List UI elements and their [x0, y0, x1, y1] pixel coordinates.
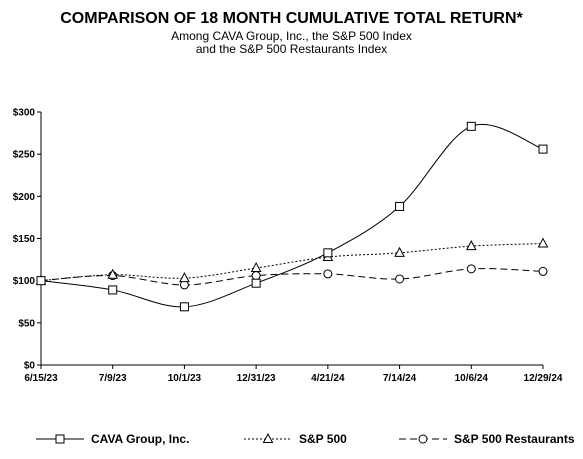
chart-subtitle-line-1: Among CAVA Group, Inc., the S&P 500 Inde… [171, 29, 412, 43]
y-tick-label: $100 [13, 276, 36, 287]
x-tick-label: 6/15/23 [24, 373, 58, 384]
y-tick-label: $50 [18, 318, 35, 329]
legend-label-cava-group-inc: CAVA Group, Inc. [91, 432, 190, 446]
legend-marker-sp-500 [262, 433, 274, 443]
legend-marker-sp-500-restaurants [418, 434, 428, 444]
legend-swatch-sp-500-restaurants [399, 434, 447, 444]
y-tick-label: $300 [13, 108, 36, 119]
data-point-sp-500-restaurants [538, 266, 548, 276]
y-tick-label: $250 [13, 150, 36, 161]
data-point-cava-group-inc [466, 121, 476, 131]
data-point-cava-group-inc [251, 278, 261, 288]
series-line-cava-group-inc [40, 124, 544, 308]
legend-label-sp-500: S&P 500 [299, 432, 347, 446]
series-line-sp-500 [40, 243, 544, 282]
data-point-sp-500 [394, 246, 405, 257]
chart-subtitle-line-2: and the S&P 500 Restaurants Index [195, 42, 388, 56]
legend-swatch-sp-500 [244, 433, 292, 443]
chart-subtitle: Among CAVA Group, Inc., the S&P 500 Inde… [0, 30, 583, 56]
data-point-sp-500-restaurants [395, 274, 405, 284]
x-tick-label: 7/9/23 [99, 373, 127, 384]
x-tick-label: 12/31/23 [237, 373, 276, 384]
x-tick-label: 10/6/24 [455, 373, 489, 384]
data-point-cava-group-inc [108, 285, 118, 295]
data-point-cava-group-inc [36, 276, 46, 286]
data-point-cava-group-inc [395, 201, 405, 211]
legend-item-sp-500-restaurants: S&P 500 Restaurants [398, 427, 575, 451]
data-point-cava-group-inc [538, 144, 548, 154]
y-tick-label: $0 [24, 361, 36, 372]
data-point-cava-group-inc [179, 302, 189, 312]
x-tick-label: 7/14/24 [383, 373, 417, 384]
series-line-sp-500-restaurants [40, 268, 544, 286]
data-point-sp-500 [537, 237, 549, 248]
data-point-sp-500-restaurants [466, 264, 476, 274]
legend-swatch-cava-group-inc [36, 434, 84, 444]
x-tick-label: 12/29/24 [524, 373, 563, 384]
legend-item-cava-group-inc: CAVA Group, Inc. [35, 427, 189, 451]
data-point-sp-500 [107, 268, 119, 279]
data-point-sp-500 [250, 261, 262, 273]
x-tick-label: 10/1/23 [168, 373, 202, 384]
data-point-sp-500-restaurants [323, 269, 333, 279]
legend-marker-cava-group-inc [55, 434, 65, 444]
chart-title: COMPARISON OF 18 MONTH CUMULATIVE TOTAL … [60, 10, 523, 27]
data-point-cava-group-inc [323, 248, 333, 258]
data-point-sp-500-restaurants [251, 271, 261, 281]
chart-legend: CAVA Group, Inc. S&P 500 S&P 500 Restauran… [0, 427, 583, 451]
legend-label-sp-500-restaurants: S&P 500 Restaurants [454, 432, 575, 446]
y-tick-label: $200 [13, 192, 36, 203]
y-tick-label: $150 [13, 234, 36, 245]
data-point-sp-500 [179, 272, 190, 283]
legend-item-sp-500: S&P 500 [243, 427, 347, 451]
x-tick-label: 4/21/24 [311, 373, 345, 384]
data-point-sp-500 [465, 240, 477, 251]
